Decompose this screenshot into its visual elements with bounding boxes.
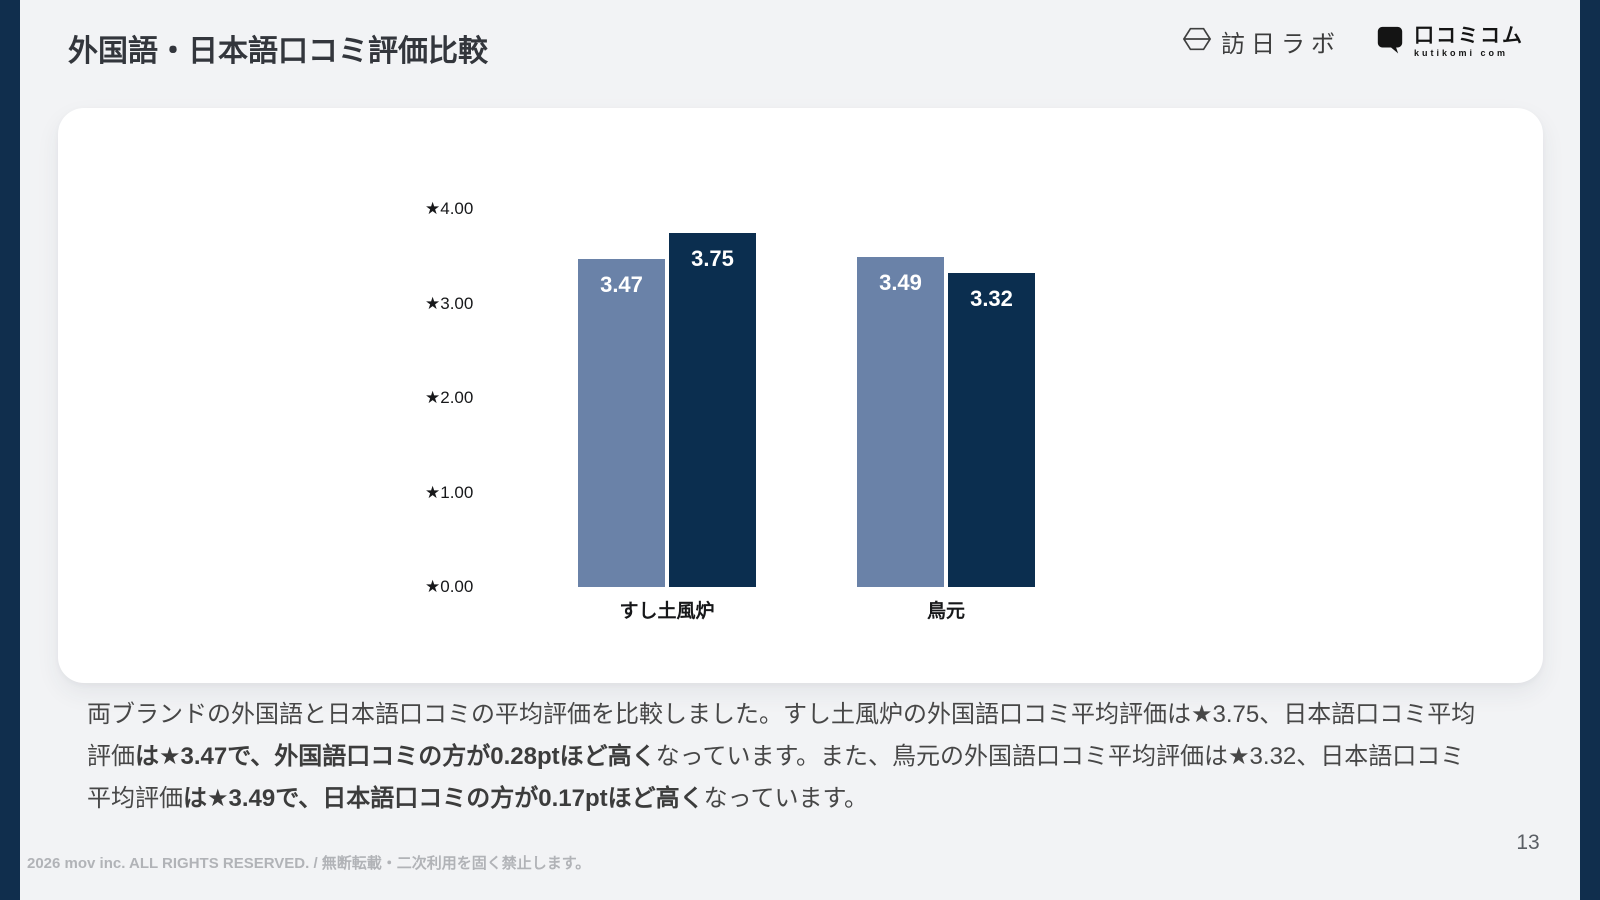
right-edge-bar: [1580, 0, 1600, 900]
bar-value-label: 3.47: [600, 272, 643, 297]
page-title: 外国語・日本語口コミ評価比較: [68, 35, 488, 68]
hexagon-icon: [1182, 24, 1212, 59]
bar-japanese-reviews: 3.49: [857, 257, 944, 587]
kutikomi-logo-subtext: kutikomi com: [1414, 47, 1509, 58]
y-axis-tick: ★2.00: [425, 388, 474, 407]
bar-chart: ★4.00 ★3.00 ★2.00 ★1.00 ★0.00 3.47 3.75 すし土風炉 3.…: [58, 108, 1543, 683]
left-edge-bar: [0, 0, 20, 900]
y-axis-tick: ★3.00: [425, 293, 474, 313]
summary-text-segment: なっています。また、鳥元の外国語口コミ平均評価は★3.32、日本語口コミ平均評価: [87, 743, 1465, 812]
speech-bubble-icon: [1375, 24, 1405, 59]
y-axis-tick: ★4.00: [425, 199, 474, 218]
summary-text-segment: なっています。: [703, 785, 869, 812]
honichi-lab-logo: 訪日ラボ: [1182, 24, 1341, 59]
chart-card: ★4.00 ★3.00 ★2.00 ★1.00 ★0.00 3.47 3.75 すし土風炉 3.…: [58, 108, 1543, 683]
bar-foreign-reviews: 3.75: [669, 233, 756, 587]
honichi-logo-text: 訪日ラボ: [1221, 31, 1341, 58]
x-axis-category-label: すし土風炉: [619, 601, 715, 622]
copyright-footer: 2026 mov inc. ALL RIGHTS RESERVED. / 無断転…: [27, 855, 591, 872]
header-logos: 訪日ラボ 口コミコム kutikomi com: [1182, 24, 1524, 59]
bar-value-label: 3.75: [691, 246, 734, 271]
summary-bold-segment: は★3.49で、日本語口コミの方が0.17ptほど高く: [183, 785, 704, 812]
kutikomi-logo: 口コミコム kutikomi com: [1375, 24, 1524, 59]
kutikomi-logo-text: 口コミコム: [1414, 24, 1524, 47]
x-axis-category-label: 鳥元: [926, 601, 965, 622]
page-number: 13: [1516, 831, 1540, 854]
y-axis-tick: ★0.00: [425, 577, 474, 596]
y-axis-tick: ★1.00: [425, 482, 474, 502]
bar-foreign-reviews: 3.32: [948, 273, 1035, 587]
summary-bold-segment: は★3.47で、外国語口コミの方が0.28ptほど高く: [135, 743, 656, 770]
bar-value-label: 3.32: [970, 286, 1013, 311]
summary-text-segment: 両ブランドの外国語と日本語口コミの平均評価を比較しました。すし土風炉の外国語口コ…: [87, 701, 1476, 770]
bar-japanese-reviews: 3.47: [578, 259, 665, 587]
bar-value-label: 3.49: [879, 270, 922, 295]
summary-paragraph: 両ブランドの外国語と日本語口コミの平均評価を比較しました。すし土風炉の外国語口コ…: [87, 694, 1483, 820]
